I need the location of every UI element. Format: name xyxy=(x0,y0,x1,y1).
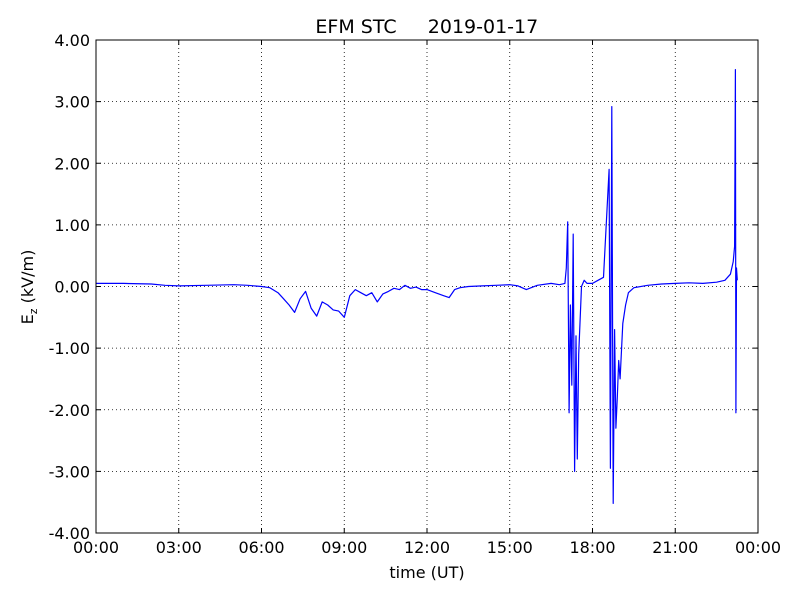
y-tick-label: -1.00 xyxy=(49,339,90,358)
y-tick-label: -2.00 xyxy=(49,401,90,420)
y-tick-label: 4.00 xyxy=(54,31,90,50)
x-tick-label: 03:00 xyxy=(156,538,202,557)
y-tick-label: 3.00 xyxy=(54,93,90,112)
y-axis-label: Ez (kV/m) xyxy=(18,250,40,325)
y-axis-label-subscript: z xyxy=(27,308,40,314)
tick-labels: 00:00 03:00 06:00 09:00 12:00 15:00 18:00 21:00… xyxy=(49,31,781,557)
x-tick-label: 00:00 xyxy=(735,538,781,557)
series-line xyxy=(96,68,738,504)
y-axis-label-main: E xyxy=(18,314,37,324)
y-tick-label: 0.00 xyxy=(54,278,90,297)
x-tick-label: 06:00 xyxy=(238,538,284,557)
y-tick-label: -4.00 xyxy=(49,524,90,543)
chart-title-right: 2019-01-17 xyxy=(428,16,538,38)
x-tick-label: 21:00 xyxy=(652,538,698,557)
x-tick-label: 09:00 xyxy=(321,538,367,557)
x-axis-label: time (UT) xyxy=(389,563,464,582)
chart-title-left: EFM STC xyxy=(315,16,396,38)
plot-frame xyxy=(95,39,759,534)
y-tick-label: -3.00 xyxy=(49,462,90,481)
x-tick-label: 12:00 xyxy=(404,538,450,557)
plot-area xyxy=(96,40,758,533)
y-tick-label: 2.00 xyxy=(54,154,90,173)
x-tick-label: 00:00 xyxy=(73,538,119,557)
x-tick-label: 18:00 xyxy=(569,538,615,557)
series-layer xyxy=(96,68,738,504)
y-tick-label: 1.00 xyxy=(54,216,90,235)
y-axis-label-unit: (kV/m) xyxy=(18,250,37,309)
x-tick-label: 15:00 xyxy=(487,538,533,557)
